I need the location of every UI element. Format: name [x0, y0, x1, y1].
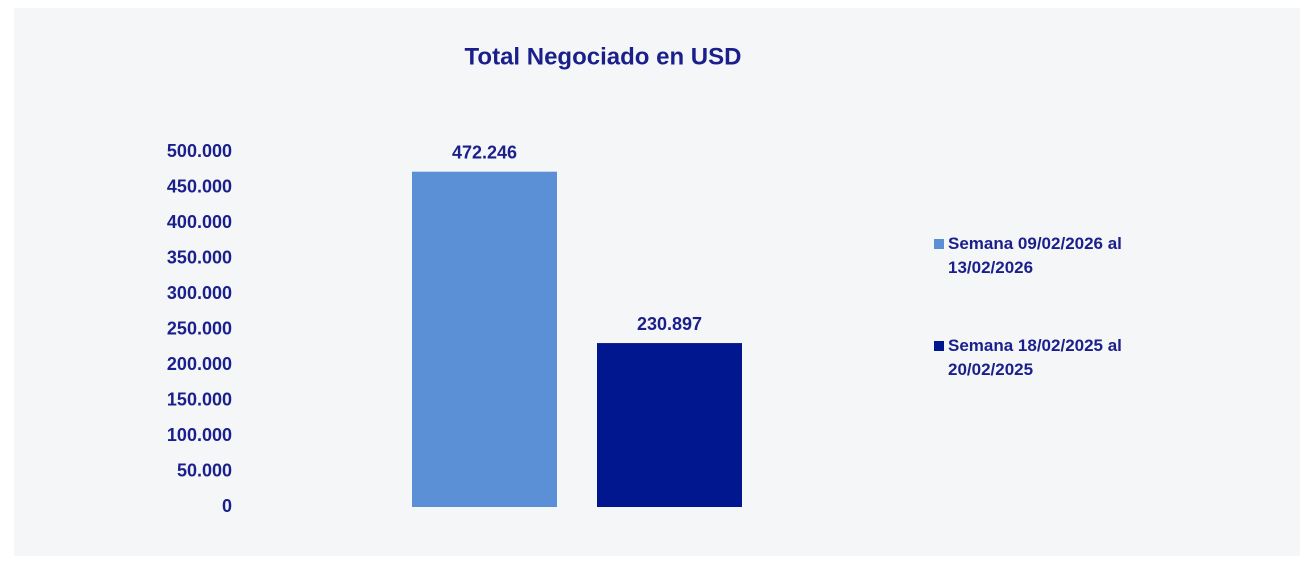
y-tick-label: 350.000: [167, 247, 232, 267]
legend-swatch: [934, 239, 944, 249]
data-label: 472.246: [452, 142, 517, 162]
y-tick-label: 450.000: [167, 176, 232, 196]
y-tick-label: 250.000: [167, 318, 232, 338]
y-tick-label: 50.000: [177, 460, 232, 480]
legend-item: Semana 09/02/2026 al 13/02/2026: [934, 232, 1164, 280]
data-label: 230.897: [637, 314, 702, 334]
legend-item: Semana 18/02/2025 al 20/02/2025: [934, 334, 1164, 382]
y-tick-label: 500.000: [167, 141, 232, 161]
chart-title: Total Negociado en USD: [465, 43, 742, 70]
y-tick-label: 0: [222, 496, 232, 516]
y-tick-label: 150.000: [167, 389, 232, 409]
bar: [412, 171, 557, 508]
legend-label: Semana 09/02/2026 al 13/02/2026: [948, 234, 1122, 277]
legend-swatch: [934, 341, 944, 351]
y-tick-label: 300.000: [167, 283, 232, 303]
y-tick-label: 400.000: [167, 212, 232, 232]
y-tick-label: 100.000: [167, 425, 232, 445]
legend: Semana 09/02/2026 al 13/02/2026 Semana 18…: [934, 232, 1164, 436]
y-tick-label: 200.000: [167, 354, 232, 374]
bar: [597, 343, 742, 507]
legend-label: Semana 18/02/2025 al 20/02/2025: [948, 336, 1122, 379]
